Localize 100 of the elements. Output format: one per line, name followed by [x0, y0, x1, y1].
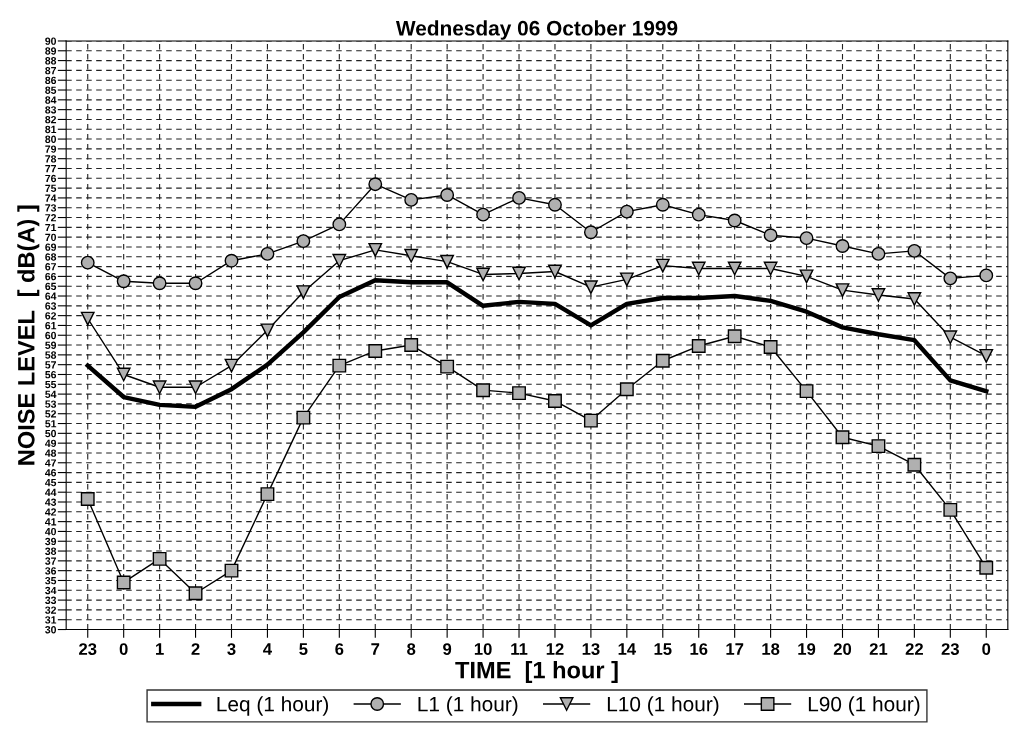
point — [691, 207, 706, 222]
y-tick-label: 85 — [45, 86, 57, 94]
point — [979, 560, 994, 575]
y-tick-label: 40 — [45, 527, 57, 536]
y-tick-label: 87 — [45, 66, 56, 75]
y-tick-label: 69 — [45, 243, 57, 251]
y-tick-label: 48 — [45, 449, 57, 457]
x-tick-label: 11 — [511, 643, 528, 655]
point — [619, 204, 634, 219]
y-tick-label: 89 — [45, 47, 57, 55]
x-tick-label: 17 — [726, 643, 744, 655]
y-tick-label: 72 — [45, 214, 57, 222]
point — [404, 192, 419, 207]
point — [512, 190, 526, 205]
point — [799, 269, 814, 284]
x-tick-label: 0 — [119, 643, 128, 655]
y-tick-label: 84 — [45, 96, 57, 104]
line-series — [85, 278, 989, 410]
y-tick-label: 38 — [45, 547, 57, 555]
y-tick-label: 43 — [45, 498, 57, 506]
y-tick-label: 58 — [45, 351, 57, 359]
point — [440, 359, 455, 374]
point — [332, 217, 347, 232]
point — [835, 430, 850, 445]
point — [80, 311, 95, 326]
y-tick-label: 49 — [45, 439, 57, 448]
point — [619, 382, 634, 397]
point — [224, 253, 239, 268]
x-tick-label: 3 — [227, 643, 236, 655]
x-tick-label: 23 — [941, 643, 959, 655]
point — [583, 225, 598, 240]
y-tick-label: 66 — [45, 272, 57, 281]
point — [152, 276, 167, 291]
x-tick-label: 18 — [762, 643, 780, 655]
y-tick-label: 56 — [45, 370, 57, 379]
y-tick-label: 45 — [45, 479, 57, 487]
y-tick-label: 63 — [45, 302, 57, 310]
y-tick-label: 54 — [45, 390, 57, 398]
point — [979, 348, 994, 363]
point — [332, 253, 347, 268]
y-axis-title: NOISE LEVEL [ dB(A) ] — [17, 205, 40, 465]
y-tick-label: 57 — [45, 361, 56, 369]
point — [548, 264, 562, 279]
point — [260, 246, 275, 261]
x-tick-label: 0 — [982, 643, 991, 655]
y-tick-label: 53 — [45, 400, 57, 408]
y-tick-label: 44 — [45, 488, 57, 496]
y-tick-label: 70 — [45, 233, 57, 242]
y-tick-label: 79 — [45, 145, 57, 153]
point — [152, 380, 167, 395]
y-tick-label: 65 — [45, 282, 57, 291]
y-tick-label: 78 — [45, 155, 57, 163]
x-tick-label: 23 — [79, 643, 97, 655]
y-tick-label: 73 — [45, 204, 57, 212]
y-tick-label: 51 — [45, 420, 57, 428]
y-tick-label: 67 — [45, 263, 56, 271]
point — [368, 343, 383, 358]
x-tick-label: 5 — [299, 643, 308, 655]
x-tick-label: 6 — [335, 643, 344, 655]
legend-label: L1 (1 hour) — [418, 696, 518, 716]
y-tick-label: 62 — [45, 312, 57, 320]
x-tick-label: 13 — [582, 643, 600, 655]
point — [368, 177, 383, 192]
x-tick-label: 10 — [474, 643, 492, 655]
point — [404, 248, 419, 263]
point — [871, 439, 886, 454]
x-tick-label: 20 — [833, 643, 852, 655]
point — [871, 288, 886, 302]
point — [116, 575, 131, 590]
y-tick-label: 33 — [45, 596, 57, 604]
y-tick-label: 90 — [45, 37, 57, 45]
point — [188, 276, 203, 291]
x-tick-label: 9 — [443, 643, 452, 655]
point — [224, 563, 239, 578]
y-tick-label: 81 — [45, 125, 57, 134]
y-tick-label: 76 — [45, 174, 57, 183]
x-tick-label: 12 — [546, 643, 564, 655]
point — [260, 323, 275, 338]
point — [763, 261, 778, 276]
y-tick-label: 86 — [45, 76, 57, 85]
point — [440, 188, 455, 202]
point — [368, 242, 383, 257]
point — [943, 271, 958, 286]
y-tick-label: 61 — [45, 321, 57, 330]
point — [296, 285, 311, 300]
y-tick-label: 55 — [45, 380, 57, 389]
point — [979, 268, 994, 283]
point — [224, 358, 239, 373]
y-tick-label: 59 — [45, 341, 57, 349]
point — [80, 255, 95, 270]
point — [655, 197, 670, 212]
x-tick-label: 7 — [371, 643, 380, 655]
point — [476, 267, 491, 282]
point — [188, 380, 203, 395]
point — [188, 586, 203, 601]
point — [763, 228, 778, 243]
y-tick-label: 46 — [45, 469, 57, 477]
y-tick-label: 34 — [45, 586, 57, 595]
point — [476, 207, 491, 222]
point — [440, 254, 455, 269]
